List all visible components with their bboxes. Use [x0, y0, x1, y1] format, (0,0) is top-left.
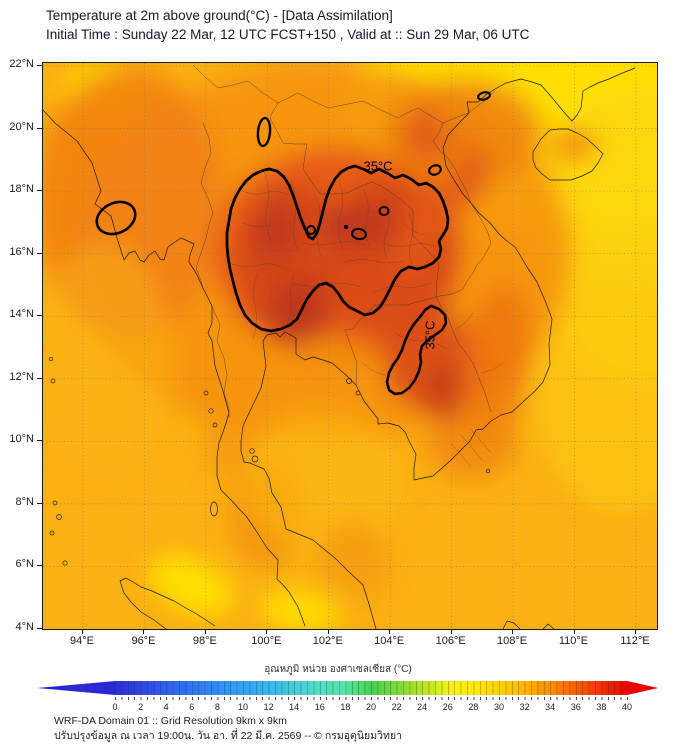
lat-tick-label: 16°N	[9, 245, 34, 258]
colorbar-tick-label: 18	[340, 702, 351, 712]
colorbar-minor-ticks	[115, 697, 628, 700]
title-block: Temperature at 2m above ground(°C) - [Da…	[46, 6, 529, 44]
colorbar-tick-label: 38	[596, 702, 607, 712]
lat-tick	[37, 65, 42, 66]
lat-tick	[37, 127, 42, 129]
contour-35c-north-oval	[256, 116, 272, 148]
lon-tick	[450, 629, 452, 634]
colorbar-tick-label: 8	[214, 702, 220, 712]
colorbar-tick-label: 28	[468, 702, 479, 712]
footer-update-info: ปรับปรุงข้อมูล ณ เวลา 19:00น. วัน อา. ที…	[54, 730, 402, 742]
coast-natuna-2	[542, 623, 555, 630]
contour-value-label: 35°C	[363, 158, 393, 174]
lon-tick-label: 100°E	[251, 635, 282, 647]
footer-domain-info: WRF-DA Domain 01 :: Grid Resolution 9km …	[54, 715, 287, 727]
lat-tick-label: 8°N	[15, 495, 34, 508]
colorbar-tick-label: 40	[621, 702, 633, 712]
temperature-field	[43, 63, 657, 629]
colorbar-tick-label: 20	[365, 702, 377, 712]
map-svg	[42, 63, 657, 630]
lat-tick-label: 14°N	[9, 308, 34, 321]
lon-tick-label: 112°E	[620, 635, 650, 647]
colorbar-tick-label: 14	[289, 702, 300, 712]
colorbar-tick-label: 10	[237, 702, 249, 712]
lat-tick-label: 22°N	[9, 58, 34, 70]
coast-sumatra	[119, 577, 216, 630]
lat-tick-label: 4°N	[15, 621, 34, 634]
lon-tick-label: 110°E	[558, 635, 589, 647]
lon-tick	[266, 629, 268, 634]
lon-tick-label: 108°E	[497, 635, 528, 647]
lat-tick	[37, 377, 42, 379]
colorbar-tick-label: 6	[189, 702, 195, 712]
coast-hainan	[532, 128, 604, 181]
footer-block: WRF-DA Domain 01 :: Grid Resolution 9km …	[54, 714, 402, 744]
coast-gulf-vietnam-china	[240, 67, 636, 630]
colorbar-tick-label: 16	[314, 702, 325, 712]
lon-tick	[82, 629, 83, 634]
lon-tick-label: 104°E	[374, 635, 405, 647]
colorbar-title: อุณหภูมิ หน่วย องศาเซลเซียส (°C)	[264, 664, 412, 675]
lon-tick	[327, 629, 329, 634]
lat-tick	[37, 190, 42, 192]
colorbar-tick-label: 32	[519, 702, 530, 712]
lat-tick	[37, 252, 42, 254]
colorbar: 0 2 4 6 8 10 12 14 16 18 20 22 24 26 28 30 32 34 36 38 40	[37, 681, 658, 712]
lat-tick-label: 12°N	[9, 370, 34, 383]
lat-tick-label: 18°N	[9, 183, 34, 196]
contour-35c-main	[225, 164, 450, 333]
colorbar-tick-label: 34	[545, 702, 556, 712]
lon-tick	[634, 629, 636, 634]
country-borders	[192, 64, 496, 418]
lon-tick	[143, 629, 145, 634]
colorbar-tick-label: 30	[493, 702, 505, 712]
lat-tick	[37, 315, 42, 317]
colorbar-tick-label: 36	[570, 702, 581, 712]
lat-tick-label: 6°N	[15, 558, 34, 571]
lat-tick	[37, 440, 42, 442]
colorbar-tick-label: 12	[263, 702, 274, 712]
map-canvas: 35°C 35°C	[42, 62, 658, 630]
colorbar-tick-label: 22	[391, 702, 402, 712]
colorbar-segment-separators	[115, 681, 627, 695]
lon-tick-label: 106°E	[435, 635, 466, 647]
page-subtitle: Initial Time : Sunday 22 Mar, 12 UTC FCS…	[46, 27, 530, 42]
contour-35c-myanmar-oval	[95, 200, 137, 236]
lon-tick-label: 102°E	[312, 635, 343, 647]
lon-tick	[204, 629, 206, 634]
contour-35c-south	[385, 304, 448, 396]
lon-tick	[573, 629, 575, 634]
island-phuket	[210, 501, 218, 517]
colorbar-gradient	[115, 681, 627, 695]
lat-tick-label: 10°N	[9, 433, 34, 446]
colorbar-tick-label: 2	[138, 702, 144, 712]
grid-lines	[43, 63, 657, 629]
contour-value-label: 35°C	[422, 320, 438, 350]
colorbar-tick-label: 0	[112, 702, 118, 712]
lat-tick	[37, 628, 42, 630]
coast-andaman-peninsula	[42, 109, 306, 627]
lat-tick-label: 20°N	[9, 120, 34, 133]
island-samui	[251, 455, 259, 463]
colorbar-tick-label: 4	[163, 702, 169, 712]
lat-tick	[37, 502, 42, 504]
lat-tick	[37, 565, 42, 567]
lon-tick-label: 94°E	[70, 635, 94, 647]
page-title: Temperature at 2m above ground(°C) - [Da…	[46, 8, 393, 23]
lon-tick-label: 98°E	[192, 635, 217, 647]
lon-tick	[389, 629, 391, 634]
colorbar-tick-label: 26	[442, 702, 453, 712]
lon-tick	[512, 629, 514, 634]
lon-tick-label: 96°E	[131, 635, 156, 647]
coastlines	[42, 67, 636, 630]
contour-35c	[95, 91, 491, 396]
coast-natuna	[502, 620, 521, 630]
colorbar-right-arrow	[627, 681, 658, 695]
colorbar-left-arrow	[37, 681, 115, 695]
colorbar-tick-label: 24	[417, 702, 428, 712]
